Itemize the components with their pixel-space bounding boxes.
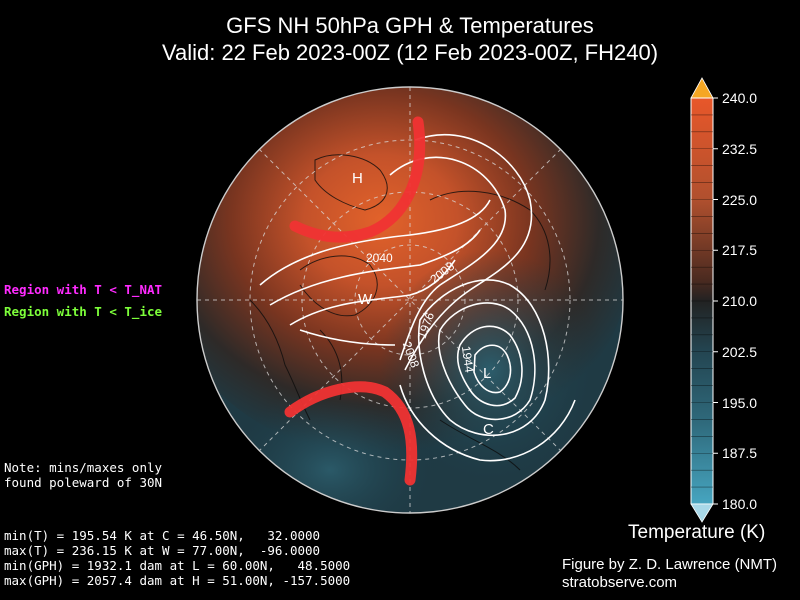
colorbar-tick-label: 225.0 xyxy=(722,191,758,208)
colorbar-tick-label: 180.0 xyxy=(722,496,758,512)
note: Note: mins/maxes only found poleward of … xyxy=(4,460,162,490)
nat-regions xyxy=(284,116,426,486)
temp-min-marker: C xyxy=(483,421,494,438)
colorbar-tick-label: 187.5 xyxy=(722,445,758,462)
extrema-stats: min(T) = 195.54 K at C = 46.50N, 32.0000… xyxy=(4,528,350,588)
note-line: found poleward of 30N xyxy=(4,475,163,490)
stat-min-t: min(T) = 195.54 K at C = 46.50N, 32.0000 xyxy=(4,528,321,543)
gph-contours xyxy=(259,134,576,462)
colorbar-tick-label: 232.5 xyxy=(722,140,758,157)
stat-min-gph: min(GPH) = 1932.1 dam at L = 60.00N, 48.… xyxy=(4,558,351,573)
colorbar-title: Temperature (K) xyxy=(628,522,766,543)
credit-author: Figure by Z. D. Lawrence (NMT) xyxy=(562,556,778,573)
legend-ice: Region with T < T_ice xyxy=(4,304,163,319)
colorbar-tick-label: 217.5 xyxy=(722,242,758,259)
colorbar-tick-label: 202.5 xyxy=(722,343,758,360)
credit-site: stratobserve.com xyxy=(562,574,678,591)
contour-label: 2040 xyxy=(366,251,393,265)
colorbar-tick-label: 195.0 xyxy=(722,394,758,411)
temperature-colorbar xyxy=(690,77,718,523)
coastlines xyxy=(249,154,551,471)
colorbar-tick-label: 240.0 xyxy=(722,90,758,106)
legend-nat: Region with T < T_NAT xyxy=(4,282,163,297)
map-subtitle: Valid: 22 Feb 2023-00Z (12 Feb 2023-00Z,… xyxy=(161,40,659,65)
gph-min-marker: L xyxy=(483,365,491,382)
stat-max-gph: max(GPH) = 2057.4 dam at H = 51.00N, -15… xyxy=(4,573,351,588)
cold-temperature-field xyxy=(380,250,600,490)
temp-max-marker: W xyxy=(358,291,373,308)
colorbar-max-extend xyxy=(690,77,714,99)
map-title: GFS NH 50hPa GPH & Temperatures xyxy=(226,13,594,38)
colorbar-min-extend xyxy=(690,503,714,523)
stat-max-t: max(T) = 236.15 K at W = 77.00N, -96.000… xyxy=(4,543,321,558)
contour-label: 1944 xyxy=(459,345,477,374)
note-line: Note: mins/maxes only xyxy=(4,460,163,475)
map-border xyxy=(196,86,624,514)
gph-max-marker: H xyxy=(352,170,363,187)
colorbar-tick-label: 210.0 xyxy=(722,293,758,309)
